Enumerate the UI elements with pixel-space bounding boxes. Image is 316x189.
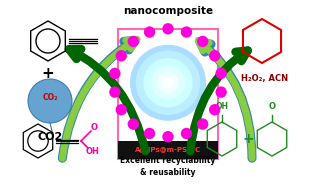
Circle shape — [136, 50, 200, 115]
Circle shape — [128, 36, 139, 47]
Text: CO2: CO2 — [37, 132, 63, 142]
Text: O: O — [90, 123, 98, 132]
Circle shape — [116, 104, 127, 115]
FancyBboxPatch shape — [118, 141, 218, 159]
Circle shape — [143, 58, 193, 108]
Text: Excellent recyclability
& reusability: Excellent recyclability & reusability — [120, 156, 216, 177]
Circle shape — [144, 128, 155, 139]
Circle shape — [181, 26, 192, 38]
Text: CO₂: CO₂ — [42, 92, 58, 101]
Circle shape — [28, 79, 72, 123]
Circle shape — [128, 118, 139, 130]
Circle shape — [209, 50, 221, 61]
Circle shape — [109, 68, 120, 79]
Text: O: O — [269, 102, 276, 111]
Text: OH: OH — [86, 147, 100, 156]
Circle shape — [151, 66, 185, 100]
Circle shape — [130, 45, 206, 121]
Text: H₂O₂, ACN: H₂O₂, ACN — [241, 74, 289, 84]
Circle shape — [162, 131, 174, 142]
Circle shape — [144, 26, 155, 38]
Circle shape — [157, 72, 179, 93]
FancyBboxPatch shape — [118, 29, 218, 159]
Text: AgNPs@m-PS-PC: AgNPs@m-PS-PC — [135, 147, 201, 153]
Text: +: + — [242, 132, 254, 146]
Circle shape — [216, 68, 227, 79]
Text: OH: OH — [216, 102, 228, 111]
Circle shape — [116, 50, 127, 61]
Circle shape — [109, 86, 120, 98]
Circle shape — [162, 23, 174, 34]
Circle shape — [197, 118, 208, 130]
Text: +: + — [42, 67, 54, 81]
Circle shape — [216, 86, 227, 98]
Circle shape — [209, 104, 221, 115]
Text: nanocomposite: nanocomposite — [123, 6, 213, 16]
Circle shape — [197, 36, 208, 47]
Circle shape — [181, 128, 192, 139]
Circle shape — [163, 77, 173, 88]
